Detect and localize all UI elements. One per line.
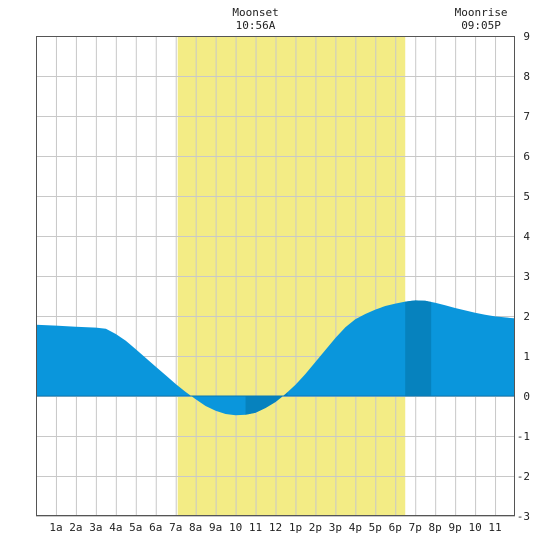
x-tick-label: 5p [369, 521, 382, 534]
grid [36, 36, 515, 517]
x-tick-label: 7p [409, 521, 422, 534]
x-tick-label: 10 [229, 521, 242, 534]
y-tick-label: 1 [523, 350, 530, 363]
x-tick-label: 1p [289, 521, 302, 534]
y-tick-label: 0 [523, 390, 530, 403]
y-tick-label: -3 [517, 510, 530, 523]
y-tick-label: 9 [523, 30, 530, 43]
moon-event-time: 09:05P [461, 19, 501, 32]
moon-event-title: Moonrise [455, 6, 508, 19]
y-tick-label: -1 [517, 430, 530, 443]
x-tick-label: 10 [468, 521, 481, 534]
plot-border [36, 36, 515, 516]
x-tick-label: 3p [329, 521, 342, 534]
y-tick-label: 6 [523, 150, 530, 163]
x-tick-label: 5a [129, 521, 142, 534]
y-tick-label: -2 [517, 470, 530, 483]
x-tick-label: 8p [429, 521, 442, 534]
y-tick-label: 4 [523, 230, 530, 243]
x-tick-label: 6a [149, 521, 162, 534]
x-tick-label: 9p [449, 521, 462, 534]
tide-area [36, 300, 515, 416]
y-tick-label: 5 [523, 190, 530, 203]
y-tick-label: 8 [523, 70, 530, 83]
x-tick-label: 2p [309, 521, 322, 534]
x-tick-label: 4a [109, 521, 122, 534]
moon-event-title: Moonset [232, 6, 278, 19]
y-tick-label: 7 [523, 110, 530, 123]
x-tick-label: 2a [69, 521, 82, 534]
x-tick-label: 6p [389, 521, 402, 534]
x-tick-label: 1a [49, 521, 62, 534]
x-tick-label: 9a [209, 521, 222, 534]
x-tick-label: 8a [189, 521, 202, 534]
y-tick-label: 3 [523, 270, 530, 283]
x-tick-label: 4p [349, 521, 362, 534]
x-tick-label: 3a [89, 521, 102, 534]
x-tick-label: 11 [249, 521, 262, 534]
y-tick-label: 2 [523, 310, 530, 323]
x-tick-label: 11 [488, 521, 501, 534]
x-tick-label: 7a [169, 521, 182, 534]
x-tick-label: 12 [269, 521, 282, 534]
moon-event-time: 10:56A [236, 19, 276, 32]
